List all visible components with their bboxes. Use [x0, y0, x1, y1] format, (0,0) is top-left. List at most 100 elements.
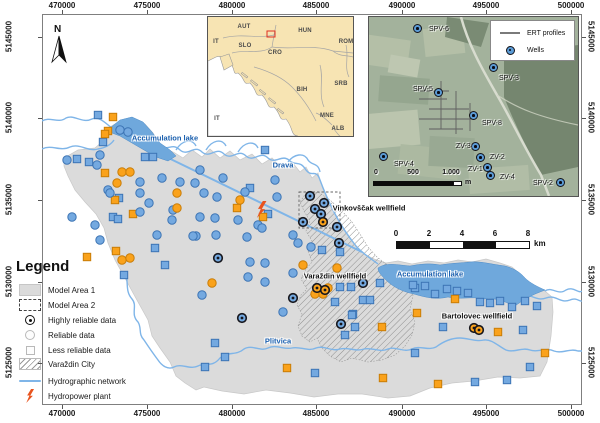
- data-point-less-reliable-orange: [450, 294, 460, 304]
- axis-label-right: 5135000: [586, 183, 596, 216]
- data-point-less-reliable-blue: [495, 296, 505, 306]
- data-point-less-reliable-blue: [532, 301, 542, 311]
- axis-tick: [582, 282, 586, 283]
- scale-bar: km 0 2 4 6 8: [393, 229, 556, 255]
- data-point-reliable-blue: [144, 198, 154, 208]
- data-point-reliable-blue: [195, 212, 205, 222]
- scale-bar-tick: 0: [393, 229, 399, 238]
- data-point-reliable-blue: [288, 268, 298, 278]
- legend-label: Highly reliable data: [48, 315, 117, 325]
- ert-profile-icon: [500, 32, 520, 34]
- data-point-highly-reliable-orange-dot: [477, 328, 481, 332]
- data-point-less-reliable-blue: [317, 245, 327, 255]
- hydrographic-network-icon: [19, 380, 41, 382]
- country-label-alb: ALB: [331, 126, 345, 132]
- scale-bar-tick: 4: [459, 229, 465, 238]
- data-point-less-reliable-blue: [438, 322, 448, 332]
- data-point-less-reliable-blue: [350, 322, 360, 332]
- data-point-less-reliable-blue: [93, 110, 103, 120]
- data-point-highly-reliable-blue-dot: [216, 256, 220, 260]
- data-point-less-reliable-orange: [282, 363, 292, 373]
- data-point-less-reliable-orange: [232, 203, 242, 213]
- label-vinkovscak-wellfield: Vinkovščak wellfield: [332, 203, 406, 213]
- country-label-cro: CRO: [268, 50, 282, 56]
- data-point-reliable-blue: [211, 230, 221, 240]
- data-point-less-reliable-blue: [260, 145, 270, 155]
- data-point-reliable-blue: [188, 231, 198, 241]
- data-point-reliable-blue: [260, 258, 270, 268]
- data-point-reliable-blue: [306, 242, 316, 252]
- data-point-reliable-orange: [172, 203, 182, 213]
- well-marker-spv-8: [469, 111, 478, 120]
- data-point-reliable-blue: [115, 125, 125, 135]
- well-label-spv-4: SPV-4: [394, 161, 414, 168]
- well-label-spv-8: SPV-8: [482, 120, 502, 127]
- axis-label-bottom: 485000: [302, 409, 330, 418]
- label-plitvica: Plitvica: [264, 336, 292, 346]
- data-point-reliable-blue: [242, 232, 252, 242]
- points-reliable-orange: [112, 167, 342, 299]
- data-point-highly-reliable-blue-dot: [335, 225, 339, 229]
- north-arrow-icon: [51, 35, 67, 64]
- data-point-less-reliable-blue: [525, 362, 535, 372]
- axis-tick: [62, 10, 63, 14]
- data-point-highly-reliable-blue-dot: [319, 212, 323, 216]
- axis-label-bottom: 470000: [48, 409, 76, 418]
- scale-bar-tick: 8: [525, 229, 531, 238]
- well-marker-spv-4: [379, 152, 388, 161]
- inset-legend-label: ERT profiles: [527, 29, 566, 37]
- axis-label-right: 5145000: [586, 20, 596, 53]
- axis-label-left: 5140000: [4, 101, 14, 134]
- well-marker-zv-2: [476, 153, 485, 162]
- data-point-highly-reliable-blue-dot: [322, 201, 326, 205]
- data-point-reliable-orange: [125, 167, 135, 177]
- data-point-highly-reliable-blue-dot: [339, 322, 343, 326]
- axis-label-left: 5145000: [4, 20, 14, 53]
- data-point-reliable-blue: [199, 188, 209, 198]
- well-icon: [505, 45, 515, 55]
- label-accumulation-lake-nw: Accumulation lake: [131, 133, 199, 143]
- data-point-less-reliable-blue: [375, 278, 385, 288]
- well-label-spv-5: SPV-5: [413, 86, 433, 93]
- axis-tick: [38, 363, 42, 364]
- legend-label: Varaždin City: [48, 359, 95, 369]
- data-point-highly-reliable-blue-dot: [291, 296, 295, 300]
- axis-label-top: 470000: [48, 1, 76, 10]
- north-arrow: N: [46, 24, 70, 66]
- axis-tick: [38, 118, 42, 119]
- data-point-reliable-blue: [157, 173, 167, 183]
- legend-item-varazdin-city: Varaždin City: [18, 357, 95, 371]
- country-label-rom: ROM: [338, 39, 354, 45]
- data-point-reliable-orange: [207, 278, 217, 288]
- data-point-less-reliable-orange: [377, 322, 387, 332]
- data-point-less-reliable-blue: [113, 214, 123, 224]
- points-less-reliable-orange: [82, 112, 550, 389]
- data-point-less-reliable-orange: [108, 112, 118, 122]
- axis-tick: [582, 363, 586, 364]
- data-point-reliable-orange: [298, 260, 308, 270]
- data-point-less-reliable-blue: [98, 137, 108, 147]
- study-area-marker: [266, 30, 276, 38]
- label-drava: Drava: [272, 160, 294, 170]
- data-point-reliable-blue: [92, 160, 102, 170]
- data-point-reliable-blue: [167, 215, 177, 225]
- scale-bar-unit: km: [534, 239, 546, 248]
- data-point-less-reliable-blue: [485, 298, 495, 308]
- label-varazdin-wellfield: Varaždin wellfield: [303, 271, 367, 281]
- data-point-reliable-blue: [260, 277, 270, 287]
- axis-tick: [582, 200, 586, 201]
- north-label: N: [54, 24, 62, 35]
- data-point-less-reliable-orange: [82, 252, 92, 262]
- axis-tick: [402, 405, 403, 409]
- data-point-reliable-blue: [152, 230, 162, 240]
- legend-label: Less reliable data: [48, 345, 111, 355]
- legend-item-reliable: Reliable data: [18, 328, 95, 342]
- legend-item-highly-reliable: Highly reliable data: [18, 313, 116, 327]
- axis-label-top: 500000: [557, 1, 585, 10]
- data-point-less-reliable-orange: [540, 348, 550, 358]
- data-point-reliable-orange: [235, 195, 245, 205]
- data-point-less-reliable-blue: [520, 296, 530, 306]
- data-point-reliable-blue: [90, 220, 100, 230]
- data-point-less-reliable-blue: [475, 297, 485, 307]
